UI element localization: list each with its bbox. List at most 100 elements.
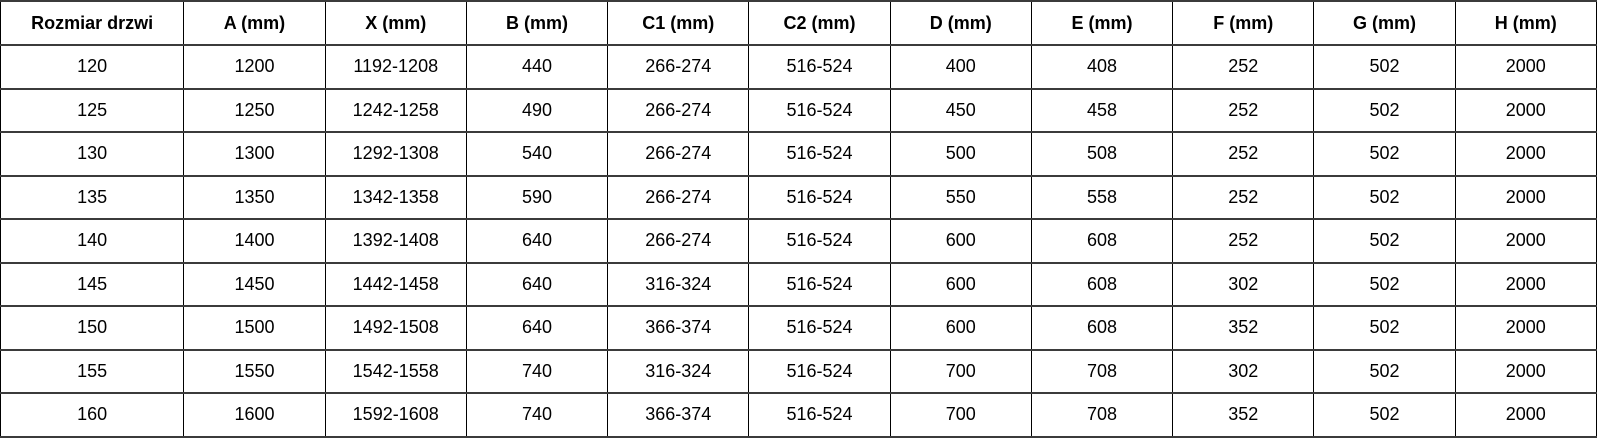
table-cell: 302 — [1172, 261, 1315, 307]
table-cell: 1342-1358 — [324, 174, 467, 220]
column-header: B (mm) — [465, 0, 609, 46]
table-cell: 502 — [1313, 87, 1456, 133]
table-cell: 316-324 — [607, 348, 750, 394]
table-cell: 608 — [1030, 261, 1174, 307]
row-size-cell: 120 — [0, 44, 185, 90]
table-cell: 2000 — [1454, 44, 1598, 90]
header-row: Rozmiar drzwi A (mm) X (mm) B (mm) C1 (mm) C2… — [0, 0, 1598, 46]
table-cell: 2000 — [1454, 348, 1598, 394]
table-cell: 516-524 — [748, 348, 891, 394]
table-cell: 2000 — [1454, 392, 1598, 438]
table-cell: 2000 — [1454, 305, 1598, 351]
table-cell: 502 — [1313, 392, 1456, 438]
table-cell: 1542-1558 — [324, 348, 467, 394]
table-cell: 316-324 — [607, 261, 750, 307]
table-cell: 558 — [1030, 174, 1174, 220]
table-cell: 516-524 — [748, 305, 891, 351]
table-cell: 550 — [889, 174, 1032, 220]
table-cell: 1300 — [183, 131, 326, 177]
table-cell: 502 — [1313, 131, 1456, 177]
table-cell: 252 — [1172, 44, 1315, 90]
table-cell: 1600 — [183, 392, 326, 438]
table-cell: 440 — [465, 44, 609, 90]
column-header: F (mm) — [1172, 0, 1315, 46]
table-cell: 400 — [889, 44, 1032, 90]
table-cell: 700 — [889, 392, 1032, 438]
table-cell: 366-374 — [607, 392, 750, 438]
table-cell: 252 — [1172, 87, 1315, 133]
table-cell: 1492-1508 — [324, 305, 467, 351]
table-cell: 708 — [1030, 348, 1174, 394]
table-cell: 502 — [1313, 218, 1456, 264]
table-cell: 516-524 — [748, 174, 891, 220]
table-cell: 502 — [1313, 44, 1456, 90]
table-row: 160 1600 1592-1608 740 366-374 516-524 700 708 3… — [0, 392, 1598, 438]
column-header: X (mm) — [324, 0, 467, 46]
table-row: 120 1200 1192-1208 440 266-274 516-524 400 408 2… — [0, 44, 1598, 90]
table-cell: 516-524 — [748, 131, 891, 177]
table-cell: 1442-1458 — [324, 261, 467, 307]
table-cell: 608 — [1030, 305, 1174, 351]
table-cell: 516-524 — [748, 218, 891, 264]
table-cell: 366-374 — [607, 305, 750, 351]
table-cell: 502 — [1313, 305, 1456, 351]
table-cell: 1292-1308 — [324, 131, 467, 177]
table-cell: 600 — [889, 305, 1032, 351]
row-size-cell: 130 — [0, 131, 185, 177]
table-cell: 1192-1208 — [324, 44, 467, 90]
table-cell: 608 — [1030, 218, 1174, 264]
table-cell: 516-524 — [748, 392, 891, 438]
table-cell: 540 — [465, 131, 609, 177]
table-cell: 600 — [889, 218, 1032, 264]
row-size-cell: 160 — [0, 392, 185, 438]
table-cell: 408 — [1030, 44, 1174, 90]
table-row: 135 1350 1342-1358 590 266-274 516-524 550 558 2… — [0, 174, 1598, 220]
table-cell: 502 — [1313, 174, 1456, 220]
table-cell: 252 — [1172, 174, 1315, 220]
table-cell: 640 — [465, 305, 609, 351]
column-header: E (mm) — [1030, 0, 1174, 46]
table-cell: 266-274 — [607, 131, 750, 177]
table-cell: 266-274 — [607, 87, 750, 133]
column-header: Rozmiar drzwi — [0, 0, 185, 46]
table-cell: 266-274 — [607, 218, 750, 264]
row-size-cell: 150 — [0, 305, 185, 351]
column-header: C1 (mm) — [607, 0, 750, 46]
table-cell: 1500 — [183, 305, 326, 351]
table-cell: 266-274 — [607, 174, 750, 220]
table-body: 120 1200 1192-1208 440 266-274 516-524 400 408 2… — [0, 44, 1598, 438]
table-cell: 2000 — [1454, 87, 1598, 133]
table-cell: 450 — [889, 87, 1032, 133]
table-row: 130 1300 1292-1308 540 266-274 516-524 500 508 2… — [0, 131, 1598, 177]
table-head: Rozmiar drzwi A (mm) X (mm) B (mm) C1 (mm) C2… — [0, 0, 1598, 46]
table-cell: 1250 — [183, 87, 326, 133]
table-cell: 500 — [889, 131, 1032, 177]
table-cell: 502 — [1313, 261, 1456, 307]
table-cell: 516-524 — [748, 87, 891, 133]
table-cell: 352 — [1172, 392, 1315, 438]
table-cell: 600 — [889, 261, 1032, 307]
table-cell: 508 — [1030, 131, 1174, 177]
table-cell: 1242-1258 — [324, 87, 467, 133]
table-cell: 1392-1408 — [324, 218, 467, 264]
table-cell: 740 — [465, 392, 609, 438]
table-cell: 640 — [465, 261, 609, 307]
table-row: 140 1400 1392-1408 640 266-274 516-524 600 608 2… — [0, 218, 1598, 264]
row-size-cell: 140 — [0, 218, 185, 264]
table-cell: 516-524 — [748, 44, 891, 90]
column-header: C2 (mm) — [748, 0, 891, 46]
column-header: H (mm) — [1454, 0, 1598, 46]
column-header: D (mm) — [889, 0, 1032, 46]
table-row: 125 1250 1242-1258 490 266-274 516-524 450 458 2… — [0, 87, 1598, 133]
table-cell: 640 — [465, 218, 609, 264]
table-cell: 2000 — [1454, 131, 1598, 177]
table-cell: 302 — [1172, 348, 1315, 394]
table-cell: 490 — [465, 87, 609, 133]
table-cell: 352 — [1172, 305, 1315, 351]
table-cell: 1592-1608 — [324, 392, 467, 438]
table-row: 155 1550 1542-1558 740 316-324 516-524 700 708 3… — [0, 348, 1598, 394]
table-cell: 252 — [1172, 131, 1315, 177]
table-cell: 708 — [1030, 392, 1174, 438]
table-cell: 1550 — [183, 348, 326, 394]
